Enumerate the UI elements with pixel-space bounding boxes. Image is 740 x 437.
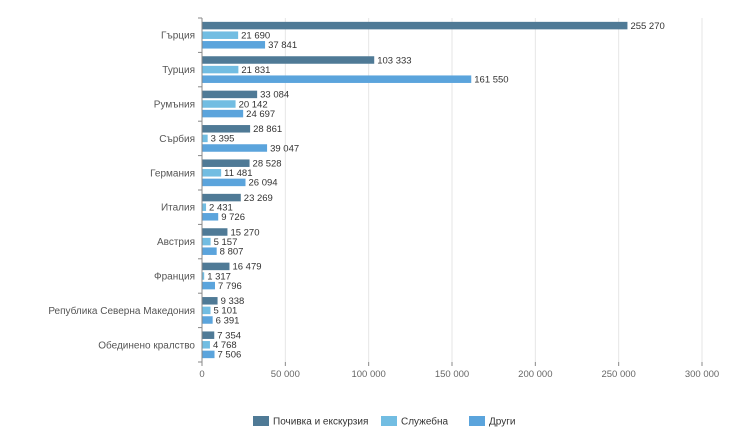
value-label: 103 333	[377, 55, 411, 66]
bar	[202, 41, 266, 49]
category-label: Румъния	[154, 100, 195, 111]
value-label: 23 269	[244, 193, 273, 204]
value-label: 37 841	[268, 40, 297, 51]
value-label: 4 768	[213, 340, 237, 351]
bar	[202, 237, 211, 246]
legend-label: Почивка и екскурзия	[273, 417, 368, 428]
legend-swatch	[381, 416, 397, 426]
legend[interactable]: Почивка и екскурзия Служебна Други	[253, 416, 515, 428]
value-label: 7 796	[218, 281, 242, 292]
bar	[202, 213, 219, 221]
bar	[202, 247, 217, 255]
bar	[202, 262, 230, 271]
bar	[202, 21, 628, 30]
value-label: 161 550	[474, 74, 508, 85]
legend-item[interactable]: Служебна	[381, 416, 449, 428]
bar	[202, 272, 205, 280]
axes: 0 50 000 100 000 150 000 200 000 250 000 300 0…	[48, 17, 719, 380]
legend-swatch	[469, 416, 485, 426]
category-label: Австрия	[157, 237, 195, 248]
bar	[202, 341, 210, 349]
value-label: 7 506	[218, 350, 242, 361]
bar	[202, 228, 228, 236]
bar	[202, 331, 215, 339]
bar	[202, 297, 218, 305]
bar	[202, 109, 244, 118]
bar	[202, 169, 222, 177]
value-label: 255 270	[630, 21, 664, 32]
x-tick-label: 0	[199, 369, 204, 380]
bar	[202, 159, 250, 167]
bar	[202, 306, 211, 315]
bar	[202, 65, 239, 74]
x-tick-label: 250 000	[601, 369, 635, 380]
value-label: 20 142	[239, 99, 268, 110]
value-label: 2 431	[209, 202, 233, 213]
grid-lines	[284, 18, 703, 362]
x-tick-label: 150 000	[435, 369, 469, 380]
x-tick-label: 50 000	[271, 369, 300, 380]
bar	[202, 144, 268, 152]
value-label: 5 157	[214, 237, 238, 248]
category-label: Германия	[150, 168, 195, 179]
x-tick-label: 300 000	[685, 369, 719, 380]
value-label: 21 690	[241, 30, 270, 41]
category-label: Гърция	[161, 31, 195, 42]
value-label: 6 391	[216, 315, 240, 326]
value-label: 3 395	[211, 134, 235, 145]
bar	[202, 178, 246, 187]
bar	[202, 281, 215, 290]
legend-label: Служебна	[401, 416, 449, 428]
value-label: 16 479	[232, 262, 261, 273]
legend-item[interactable]: Почивка и екскурзия	[253, 416, 368, 428]
value-label: 28 528	[253, 158, 282, 169]
value-label: 39 047	[270, 143, 299, 154]
value-label: 5 101	[214, 306, 238, 317]
category-label: Турция	[162, 65, 195, 76]
bar	[202, 31, 239, 39]
bar	[202, 100, 236, 108]
category-label: Сърбия	[159, 133, 195, 145]
value-label: 33 084	[260, 90, 289, 101]
value-label: 9 338	[221, 296, 245, 307]
category-label: Република Северна Македония	[48, 305, 195, 317]
legend-label: Други	[489, 417, 515, 428]
value-label: 11 481	[224, 168, 252, 179]
value-label: 8 807	[220, 246, 244, 257]
legend-item[interactable]: Други	[469, 416, 515, 428]
value-label: 21 831	[241, 65, 270, 76]
bar	[202, 90, 258, 99]
bar	[202, 134, 208, 143]
value-label: 24 697	[246, 109, 275, 120]
x-tick-label: 200 000	[518, 369, 552, 380]
bar	[202, 203, 207, 211]
category-label: Франция	[154, 272, 195, 283]
bar	[202, 193, 241, 202]
value-label: 28 861	[253, 124, 282, 135]
value-label: 15 270	[230, 227, 259, 238]
bar	[202, 75, 472, 83]
category-label: Италия	[161, 203, 195, 214]
bar	[202, 316, 213, 324]
value-label: 26 094	[248, 178, 277, 189]
value-label: 7 354	[217, 330, 241, 341]
bar	[202, 56, 375, 64]
category-label: Обединено кралство	[98, 339, 195, 351]
value-label: 9 726	[221, 212, 245, 223]
bar	[202, 125, 251, 133]
value-label: 1 317	[207, 271, 231, 282]
x-tick-label: 100 000	[351, 369, 385, 380]
legend-swatch	[253, 416, 269, 426]
bar	[202, 350, 215, 359]
